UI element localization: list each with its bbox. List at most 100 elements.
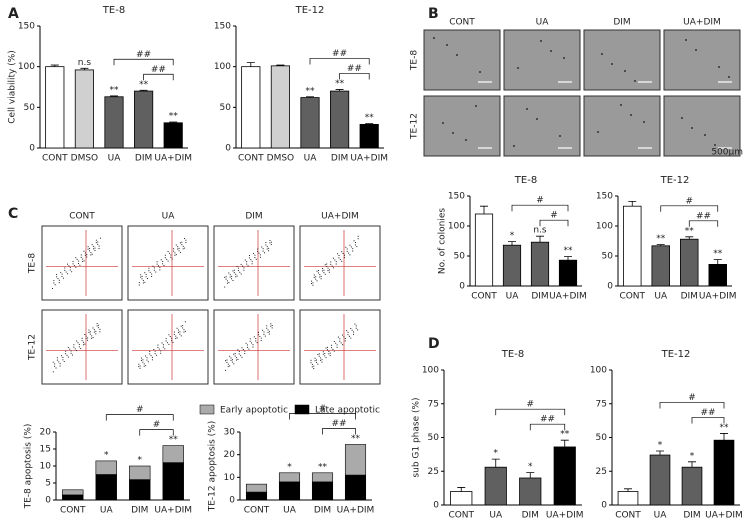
event-dot <box>339 338 341 340</box>
error-bar <box>276 64 285 66</box>
x-tick-label: UA+DIM <box>705 511 743 521</box>
event-dot <box>58 282 60 284</box>
significance-label: ** <box>720 423 730 433</box>
comparison-bracket <box>660 205 719 212</box>
x-tick-label: UA+DIM <box>154 506 192 516</box>
event-dot <box>341 260 343 262</box>
event-dot <box>54 365 56 367</box>
bar-segment <box>344 474 367 501</box>
event-dot <box>82 341 84 343</box>
event-dot <box>252 346 254 348</box>
event-dot <box>322 267 324 269</box>
event-dot <box>91 244 93 246</box>
event-dot <box>265 242 267 244</box>
event-dot <box>72 260 74 262</box>
bar-segment <box>311 472 334 483</box>
event-dot <box>60 271 62 273</box>
comparison-label: # <box>550 211 558 221</box>
event-dot <box>149 353 151 355</box>
event-dot <box>175 338 177 340</box>
legend-swatch <box>294 404 310 415</box>
event-dot <box>148 270 150 272</box>
event-dot <box>353 331 355 333</box>
event-dot <box>141 278 143 280</box>
row-label: TE-12 <box>410 113 420 140</box>
event-dot <box>327 267 329 269</box>
colony <box>620 104 622 106</box>
significance-label: ** <box>335 79 345 89</box>
event-dot <box>162 263 164 265</box>
event-dot <box>95 333 97 335</box>
event-dot <box>244 353 246 355</box>
event-dot <box>86 256 88 258</box>
event-dot <box>246 261 248 263</box>
event-dot <box>255 340 257 342</box>
event-dot <box>182 245 184 247</box>
comparison-label: # <box>153 420 161 430</box>
event-dot <box>167 250 169 252</box>
colony <box>704 134 706 136</box>
comparison-bracket <box>539 219 569 227</box>
event-dot <box>329 355 331 357</box>
event-dot <box>241 356 243 358</box>
error-bar <box>365 123 374 125</box>
colony <box>695 49 697 51</box>
comparison-bracket <box>688 220 719 227</box>
event-dot <box>83 260 85 262</box>
bar <box>530 241 550 287</box>
event-dot <box>259 254 261 256</box>
event-dot <box>78 343 80 345</box>
significance-label: ** <box>656 234 666 244</box>
event-dot <box>171 337 173 339</box>
comparison-label: # <box>536 196 544 206</box>
event-dot <box>313 365 315 367</box>
event-dot <box>154 350 156 352</box>
column-label: CONT <box>449 18 475 28</box>
event-dot <box>348 335 350 337</box>
event-dot <box>311 366 313 368</box>
event-dot <box>84 252 86 254</box>
event-dot <box>98 247 100 249</box>
bar-segment <box>162 445 184 463</box>
error-bar <box>139 89 148 92</box>
event-dot <box>344 340 346 342</box>
event-dot <box>54 363 56 365</box>
event-dot <box>324 273 326 275</box>
event-dot <box>81 340 83 342</box>
event-dot <box>56 273 58 275</box>
colony <box>475 105 477 107</box>
event-dot <box>229 365 231 367</box>
event-dot <box>68 265 70 267</box>
bar <box>330 90 350 149</box>
y-tick-label: 50 <box>220 103 232 113</box>
y-axis-label: TE-12 apoptosis (%) <box>208 421 218 513</box>
x-tick-label: DIM <box>522 511 539 521</box>
event-dot <box>97 243 99 245</box>
event-dot <box>159 269 161 271</box>
error-bar <box>685 236 694 240</box>
bar <box>300 97 320 149</box>
error-bar <box>688 461 696 468</box>
event-dot <box>257 248 259 250</box>
event-dot <box>77 263 79 265</box>
event-dot <box>153 267 155 269</box>
event-dot <box>352 333 354 335</box>
event-dot <box>249 338 251 340</box>
bar <box>553 446 576 506</box>
y-tick-label: 0 <box>29 144 35 154</box>
event-dot <box>331 347 333 349</box>
column-label: UA+DIM <box>321 212 359 222</box>
legend-label: Late apoptotic <box>315 406 380 416</box>
colony <box>624 70 626 72</box>
event-dot <box>225 276 227 278</box>
event-dot <box>88 329 90 331</box>
event-dot <box>357 235 359 237</box>
event-dot <box>147 278 149 280</box>
event-dot <box>85 335 87 337</box>
event-dot <box>148 267 150 269</box>
bar-segment <box>62 489 84 496</box>
event-dot <box>346 330 348 332</box>
event-dot <box>343 254 345 256</box>
event-dot <box>262 329 264 331</box>
event-dot <box>185 242 187 244</box>
